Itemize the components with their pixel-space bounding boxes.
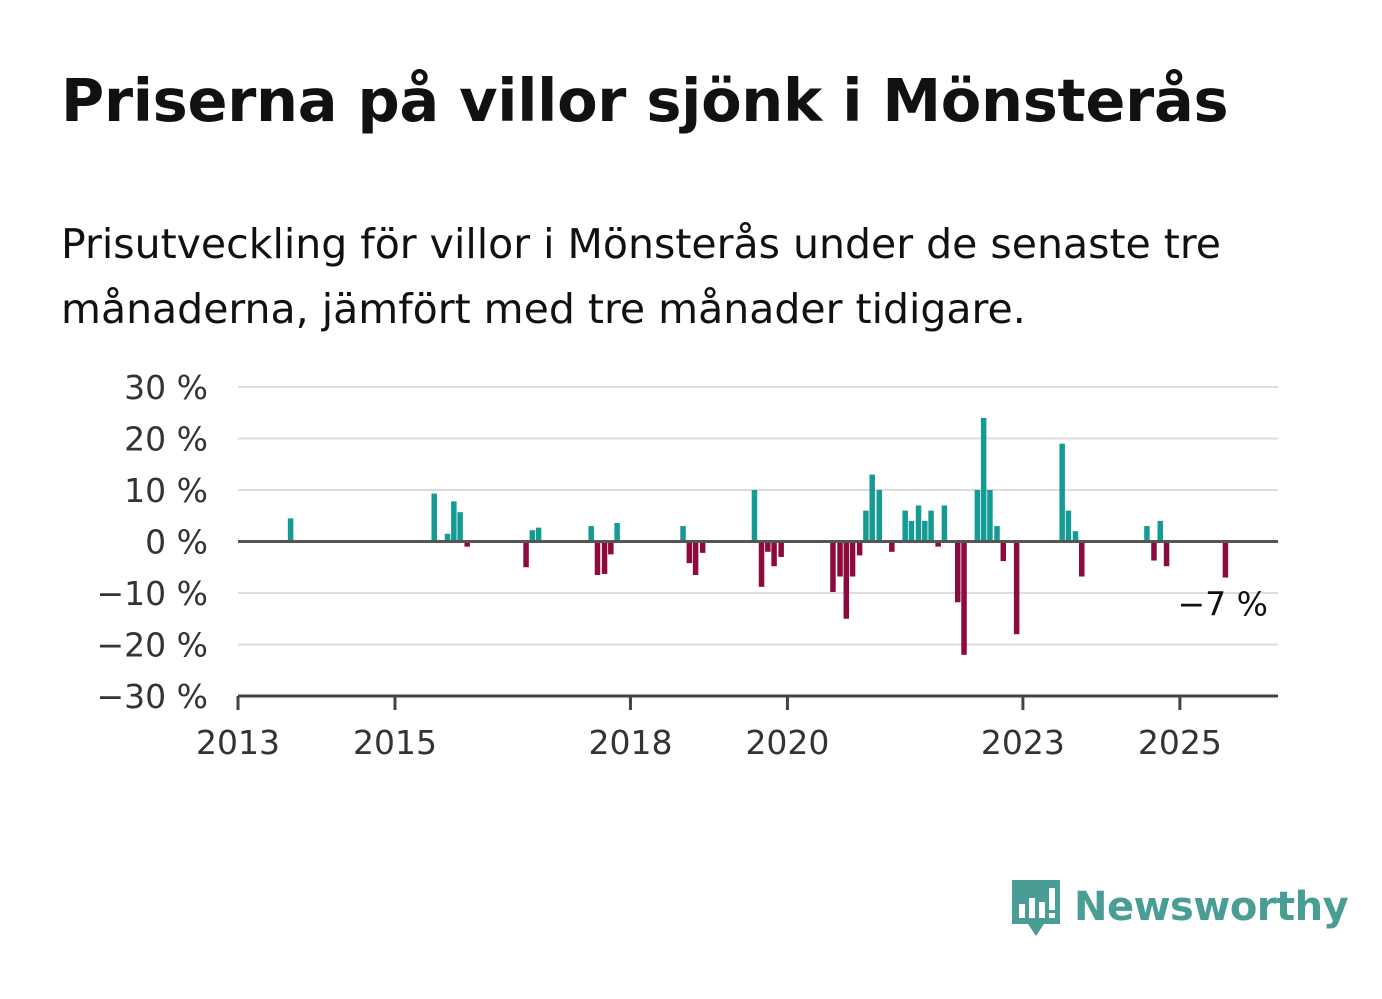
bar — [863, 510, 869, 542]
bar — [1079, 541, 1085, 577]
bar — [1163, 541, 1170, 567]
y-tick-label: 30 % — [124, 368, 208, 407]
bar — [941, 505, 948, 542]
bar — [994, 526, 1000, 542]
bar — [765, 541, 771, 552]
x-tick-label: 2018 — [588, 723, 672, 762]
bar — [1072, 531, 1079, 542]
bar — [588, 526, 594, 542]
tick-labels: 30 % 20 % 10 % 0 % −10 % −20 % −30 % 2013 2015 20… — [97, 368, 1269, 762]
bar — [928, 510, 934, 542]
bar — [680, 526, 686, 542]
x-tick-label: 2013 — [196, 723, 280, 762]
brand-name: Newsworthy — [1074, 884, 1349, 930]
bar — [594, 541, 601, 575]
bar — [876, 490, 883, 542]
bar — [974, 490, 981, 542]
y-tick-label: −30 % — [97, 677, 209, 716]
bar — [464, 541, 470, 547]
bar — [523, 541, 529, 568]
brand[interactable]: Newsworthy — [1010, 876, 1349, 938]
bar — [955, 541, 961, 603]
bar — [1222, 541, 1229, 578]
bar — [1144, 526, 1150, 542]
bar — [751, 490, 758, 542]
bar — [856, 541, 863, 556]
x-tick-label: 2025 — [1138, 723, 1222, 762]
x-tick-label: 2020 — [745, 723, 829, 762]
bar — [771, 541, 777, 567]
bar — [535, 527, 542, 542]
bars — [287, 417, 1229, 655]
bar — [889, 541, 895, 552]
gridlines — [238, 386, 1278, 646]
bar — [961, 541, 967, 655]
bar — [1065, 510, 1072, 542]
bar — [908, 520, 915, 542]
bar — [830, 541, 836, 592]
last-value-label: −7 % — [1178, 585, 1269, 624]
bar — [431, 493, 437, 542]
y-tick-label: −20 % — [97, 626, 209, 665]
bar — [915, 505, 922, 542]
bar — [1000, 541, 1007, 562]
bar — [692, 541, 699, 575]
x-tick-label: 2023 — [981, 723, 1065, 762]
chart-title: Priserna på villor sjönk i Mönsterås — [61, 66, 1229, 135]
bar — [287, 518, 294, 542]
bar — [601, 541, 608, 574]
bar — [1151, 541, 1157, 561]
bar — [849, 541, 856, 577]
bar — [699, 541, 706, 553]
chart-subtitle: Prisutveckling för villor i Mönsterås un… — [61, 220, 1222, 333]
bar — [922, 520, 928, 542]
bar — [935, 541, 941, 547]
axes — [236, 540, 1278, 710]
bar — [980, 417, 987, 542]
bar — [778, 541, 784, 557]
bar — [1059, 443, 1065, 542]
y-tick-label: 10 % — [124, 471, 208, 510]
y-tick-label: −10 % — [97, 574, 209, 613]
bar — [902, 510, 908, 542]
y-tick-label: 20 % — [124, 420, 208, 459]
bar — [614, 522, 620, 542]
bar — [869, 474, 875, 542]
bar — [837, 541, 843, 577]
bar — [608, 541, 614, 555]
bar — [987, 490, 993, 542]
bar — [843, 541, 850, 619]
bar — [1013, 541, 1020, 635]
bar — [758, 541, 765, 587]
bar — [686, 541, 693, 564]
y-tick-label: 0 % — [145, 523, 208, 562]
bar — [444, 533, 451, 542]
bar — [451, 501, 457, 542]
bar — [1157, 520, 1164, 542]
bar — [457, 512, 463, 542]
bar — [529, 530, 536, 542]
newsworthy-logo-icon — [1012, 880, 1060, 936]
x-tick-label: 2015 — [353, 723, 437, 762]
